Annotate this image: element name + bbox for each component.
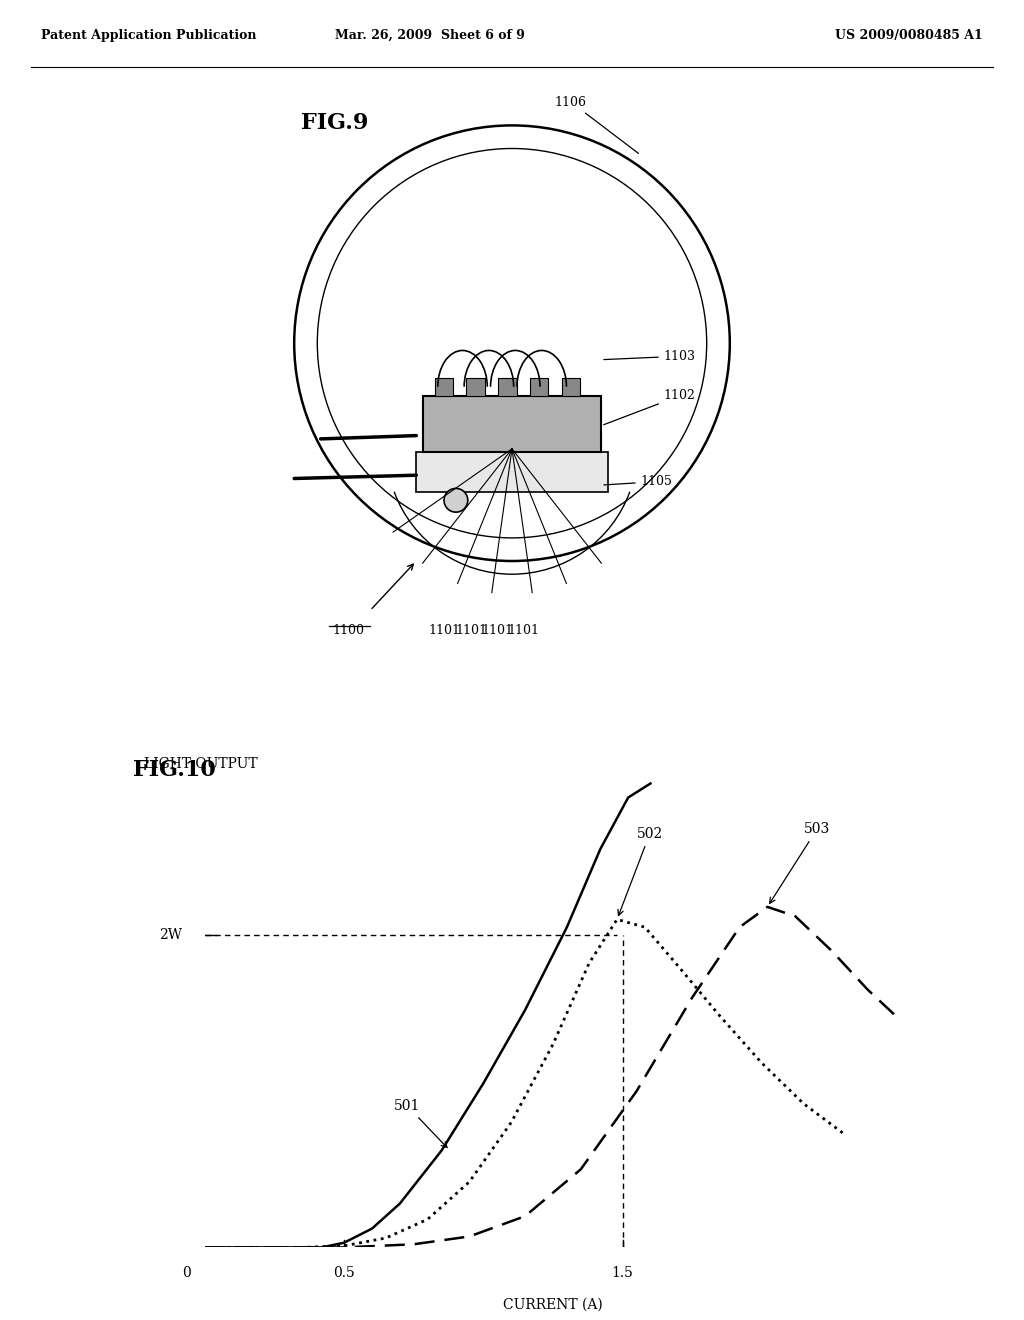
Text: 1102: 1102 [604,389,695,425]
Text: 1101: 1101 [481,624,513,636]
Text: 501: 501 [394,1100,447,1147]
Bar [498,378,517,396]
Bar [467,378,485,396]
Text: 0.5: 0.5 [333,1266,355,1280]
Text: US 2009/0080485 A1: US 2009/0080485 A1 [836,29,983,42]
Text: Mar. 26, 2009  Sheet 6 of 9: Mar. 26, 2009 Sheet 6 of 9 [335,29,525,42]
Text: FIG.9: FIG.9 [301,112,369,135]
Circle shape [444,488,468,512]
Bar [423,396,601,451]
Text: 1105: 1105 [604,475,673,488]
Text: 503: 503 [770,822,829,903]
Text: 1101: 1101 [508,624,540,636]
Text: 1101: 1101 [429,624,461,636]
Text: Patent Application Publication: Patent Application Publication [41,29,256,42]
Text: 1100: 1100 [333,624,365,636]
Bar [561,378,580,396]
Text: FIG.10: FIG.10 [133,759,216,781]
Text: CURRENT (A): CURRENT (A) [503,1298,603,1311]
Text: 1101: 1101 [455,624,487,636]
Text: 502: 502 [617,828,663,916]
Text: 0: 0 [182,1266,190,1280]
Text: 1.5: 1.5 [611,1266,634,1280]
Text: LIGHT OUTPUT: LIGHT OUTPUT [143,756,257,771]
Bar [417,451,607,492]
Bar [529,378,548,396]
Text: 1103: 1103 [604,350,695,363]
Text: 2W: 2W [160,928,182,942]
Text: 1106: 1106 [555,95,639,153]
Bar [435,378,454,396]
